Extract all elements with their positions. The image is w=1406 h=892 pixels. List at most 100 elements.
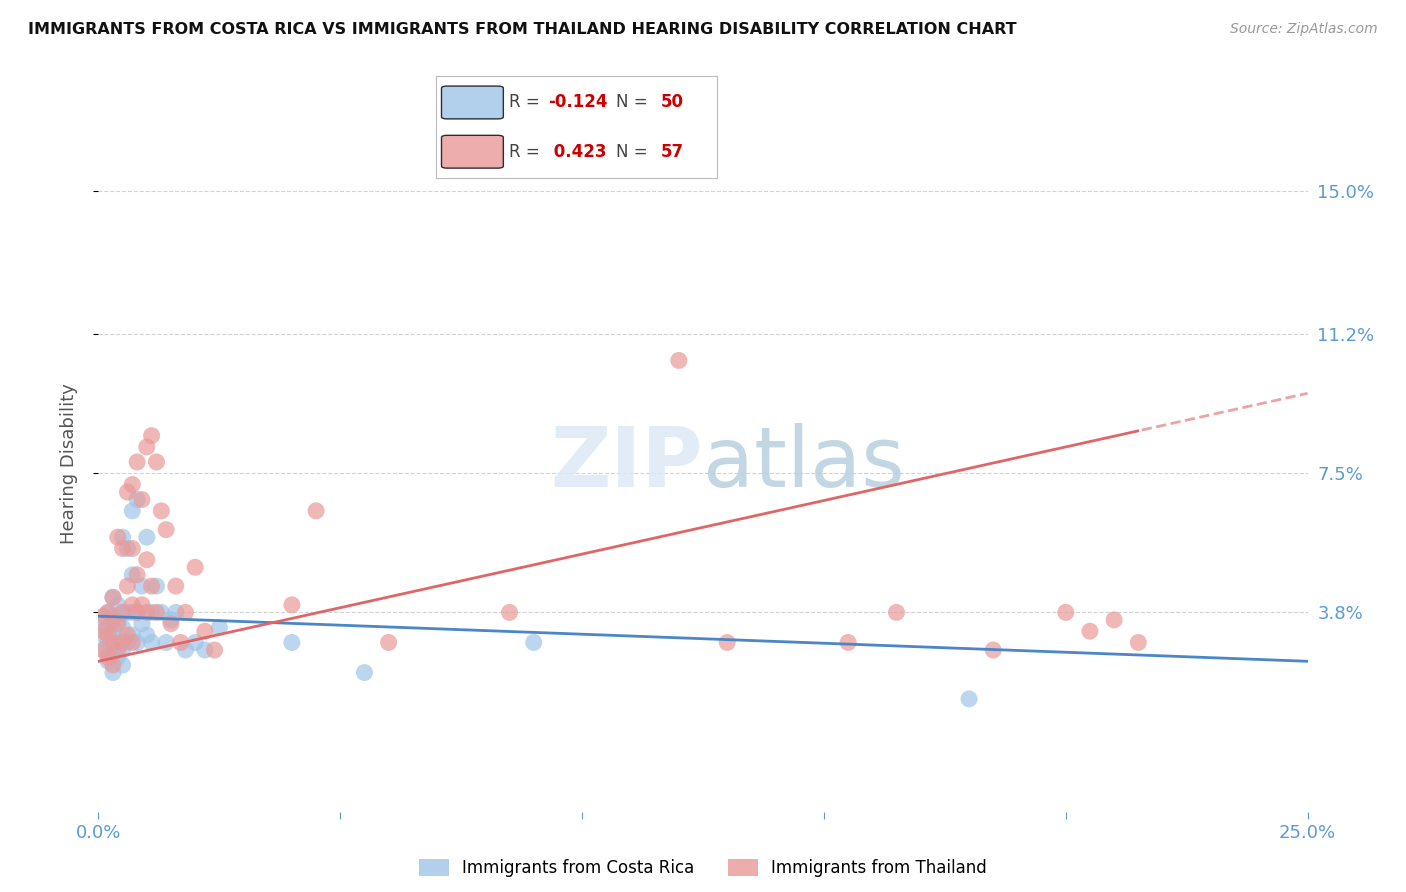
Point [169, 635, 191, 649]
Text: atlas: atlas [703, 424, 904, 504]
Point [127, 606, 149, 620]
FancyBboxPatch shape [441, 87, 503, 119]
Point [111, 658, 134, 673]
Point [101, 635, 124, 649]
Point [141, 428, 163, 442]
Point [145, 606, 167, 620]
Point [127, 567, 149, 582]
Point [121, 541, 143, 556]
Point [111, 643, 134, 657]
Point [127, 606, 149, 620]
Point [107, 616, 129, 631]
Point [131, 616, 153, 631]
Point [145, 455, 167, 469]
Point [101, 591, 124, 605]
Point [127, 492, 149, 507]
Point [1128, 635, 1150, 649]
Point [184, 560, 207, 574]
Point [121, 635, 143, 649]
Point [107, 598, 129, 612]
Point [135, 628, 157, 642]
Point [1078, 624, 1101, 639]
Point [194, 643, 217, 657]
Point [716, 635, 738, 649]
Point [377, 635, 399, 649]
Point [135, 606, 157, 620]
Point [165, 606, 187, 620]
Point [111, 530, 134, 544]
Point [160, 616, 183, 631]
Point [101, 591, 124, 605]
Point [184, 635, 207, 649]
Point [981, 643, 1004, 657]
Text: -0.124: -0.124 [548, 93, 607, 111]
Text: 57: 57 [661, 144, 683, 161]
Point [97, 606, 120, 620]
Point [121, 628, 143, 642]
Point [111, 635, 134, 649]
Point [91, 643, 114, 657]
Point [135, 553, 157, 567]
Point [160, 613, 183, 627]
Point [305, 504, 328, 518]
Text: N =: N = [616, 93, 652, 111]
Point [97, 635, 120, 649]
Point [886, 606, 908, 620]
Point [97, 606, 120, 620]
Point [107, 613, 129, 627]
Point [135, 440, 157, 454]
Point [1102, 613, 1125, 627]
Text: N =: N = [616, 144, 652, 161]
Point [111, 620, 134, 634]
Point [1054, 606, 1077, 620]
Point [117, 628, 139, 642]
Point [101, 643, 124, 657]
Point [131, 579, 153, 593]
Point [155, 635, 177, 649]
Text: 50: 50 [661, 93, 683, 111]
Point [165, 579, 187, 593]
Point [121, 598, 143, 612]
Point [141, 635, 163, 649]
Point [117, 606, 139, 620]
Point [281, 635, 304, 649]
Point [837, 635, 859, 649]
Text: Source: ZipAtlas.com: Source: ZipAtlas.com [1230, 22, 1378, 37]
Point [111, 541, 134, 556]
Point [97, 620, 120, 634]
Point [91, 628, 114, 642]
Point [91, 609, 114, 624]
Point [107, 650, 129, 665]
Point [101, 609, 124, 624]
Point [117, 635, 139, 649]
Point [127, 635, 149, 649]
Point [107, 530, 129, 544]
Point [101, 658, 124, 673]
Point [91, 643, 114, 657]
Point [97, 628, 120, 642]
Text: R =: R = [509, 144, 546, 161]
Point [281, 598, 304, 612]
Text: 0.423: 0.423 [548, 144, 607, 161]
Point [117, 579, 139, 593]
Point [111, 606, 134, 620]
Point [121, 477, 143, 491]
Point [145, 579, 167, 593]
Point [131, 598, 153, 612]
Point [498, 606, 520, 620]
Point [101, 624, 124, 639]
Point [101, 613, 124, 627]
Point [97, 654, 120, 668]
Point [107, 643, 129, 657]
Point [91, 616, 114, 631]
Point [141, 606, 163, 620]
Point [174, 643, 197, 657]
Point [97, 650, 120, 665]
Point [101, 665, 124, 680]
Point [155, 523, 177, 537]
Point [353, 665, 375, 680]
Text: ZIP: ZIP [551, 424, 703, 504]
Point [121, 504, 143, 518]
Point [668, 353, 690, 368]
Point [111, 606, 134, 620]
